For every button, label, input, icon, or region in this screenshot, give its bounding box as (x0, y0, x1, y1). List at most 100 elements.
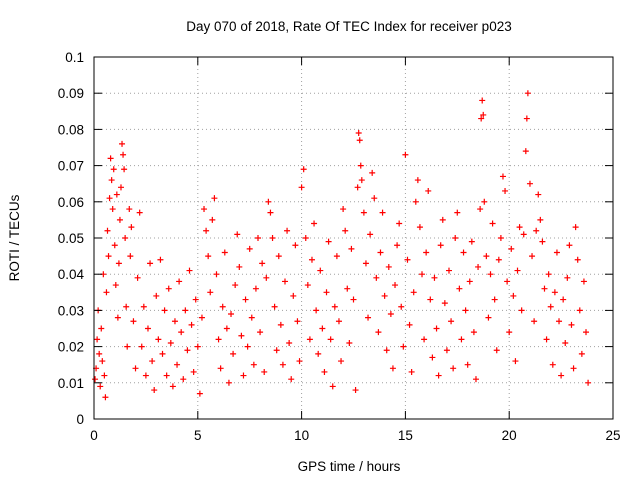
data-point (203, 227, 210, 234)
data-point (387, 311, 394, 318)
data-point (358, 177, 365, 184)
data-point (533, 227, 540, 234)
data-point (450, 365, 457, 372)
data-point (547, 303, 554, 310)
y-tick-label: 0.02 (58, 340, 84, 355)
x-tick-label: 5 (194, 428, 202, 443)
data-point (240, 372, 247, 379)
data-point (300, 166, 307, 173)
data-point (329, 383, 336, 390)
data-point (514, 267, 521, 274)
data-point (360, 209, 367, 216)
x-tick-label: 15 (398, 428, 413, 443)
data-point (421, 336, 428, 343)
y-tick-label: 0.03 (58, 303, 84, 318)
data-point (238, 332, 245, 339)
data-point (319, 325, 326, 332)
data-point (114, 314, 121, 321)
data-point (354, 184, 361, 191)
data-point (149, 358, 156, 365)
data-point (475, 263, 482, 270)
data-point (470, 329, 477, 336)
data-point (130, 318, 137, 325)
data-point (325, 238, 332, 245)
data-point (98, 325, 105, 332)
data-point (232, 282, 239, 289)
data-point (576, 307, 583, 314)
data-point (106, 195, 113, 202)
data-point (433, 325, 440, 332)
x-tick-label: 25 (605, 428, 620, 443)
data-point (479, 97, 486, 104)
data-point (102, 394, 109, 401)
data-point (375, 329, 382, 336)
data-point (549, 361, 556, 368)
data-point (531, 318, 538, 325)
data-point (338, 358, 345, 365)
data-point (121, 166, 128, 173)
data-point (431, 274, 438, 281)
data-point (355, 130, 362, 137)
data-point (558, 372, 565, 379)
data-point (140, 303, 147, 310)
data-point (109, 206, 116, 213)
data-point (169, 383, 176, 390)
data-point (108, 177, 115, 184)
data-point (120, 151, 127, 158)
data-point (174, 361, 181, 368)
data-point (196, 390, 203, 397)
data-point (578, 350, 585, 357)
data-point (255, 235, 262, 241)
data-point (107, 155, 114, 162)
data-point (315, 350, 322, 357)
data-point (481, 198, 488, 205)
y-tick-label: 0.08 (58, 122, 84, 137)
data-point (477, 206, 484, 213)
data-point (356, 137, 363, 144)
data-point (585, 379, 592, 386)
data-point (583, 329, 590, 336)
data-point (529, 253, 536, 260)
data-point (119, 140, 126, 147)
data-point (429, 354, 436, 361)
data-point (539, 238, 546, 245)
data-point (435, 372, 442, 379)
data-point (439, 216, 446, 223)
data-point (188, 321, 195, 328)
data-point (504, 278, 511, 285)
data-point (113, 191, 120, 198)
data-point (198, 314, 205, 321)
data-point (92, 376, 99, 383)
data-point (508, 245, 515, 252)
data-point (495, 256, 502, 263)
data-point (541, 285, 548, 292)
data-point (410, 289, 417, 296)
y-tick-label: 0.04 (58, 267, 85, 282)
data-point (248, 314, 255, 321)
data-point (392, 282, 399, 289)
data-point (267, 209, 274, 216)
data-point (128, 224, 135, 231)
data-point (574, 256, 581, 263)
data-point (290, 292, 297, 299)
data-point (416, 224, 423, 231)
data-point (111, 242, 118, 249)
data-point (171, 318, 178, 325)
data-point (543, 336, 550, 343)
data-points (92, 90, 592, 401)
data-point (520, 231, 527, 238)
data-point (134, 274, 141, 281)
data-point (485, 314, 492, 321)
data-point (265, 198, 272, 205)
data-point (127, 253, 134, 260)
data-point (104, 227, 111, 234)
data-point (365, 314, 372, 321)
data-point (487, 271, 494, 278)
data-point (524, 90, 531, 97)
data-point (123, 303, 130, 310)
data-point (425, 187, 432, 194)
y-tick-label: 0.1 (65, 50, 84, 65)
data-point (335, 318, 342, 325)
data-point (344, 285, 351, 292)
x-tick-label: 0 (90, 428, 98, 443)
